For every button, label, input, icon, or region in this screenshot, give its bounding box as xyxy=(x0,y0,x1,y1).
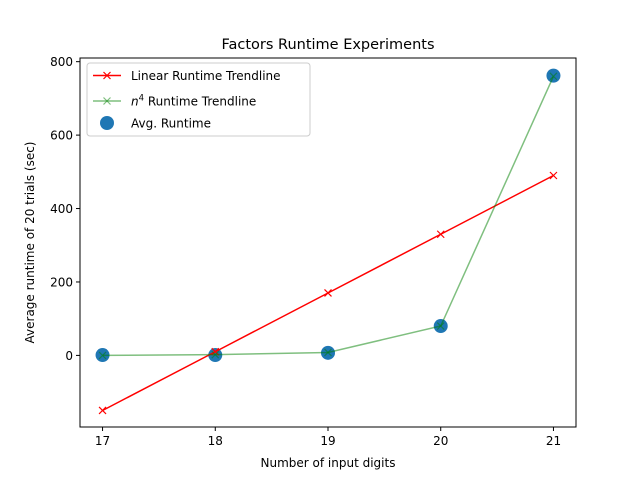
n4-trendline-marker xyxy=(98,351,107,360)
x-axis-label: Number of input digits xyxy=(261,456,396,470)
chart-title: Factors Runtime Experiments xyxy=(221,37,434,53)
x-tick-label: 18 xyxy=(208,434,223,448)
legend-linear-label: Linear Runtime Trendline xyxy=(131,69,281,83)
y-tick-label: 400 xyxy=(50,202,73,216)
x-tick-label: 20 xyxy=(433,434,448,448)
linear-trendline-marker xyxy=(549,171,558,180)
y-tick-label: 0 xyxy=(65,349,73,363)
legend-n4-marker xyxy=(103,97,111,105)
legend-avg-label: Avg. Runtime xyxy=(131,117,211,131)
linear-trendline-marker xyxy=(436,230,445,239)
linear-trendline-marker xyxy=(98,406,107,415)
legend-avg-marker xyxy=(100,116,114,130)
linear-trendline-marker xyxy=(324,289,332,297)
n4-trendline-marker xyxy=(436,322,445,330)
legend-linear-marker xyxy=(103,71,111,80)
plot-area xyxy=(95,68,561,415)
x-tick-label: 17 xyxy=(95,434,110,448)
y-axis: 0 200 400 600 800 xyxy=(50,55,80,363)
legend: Linear Runtime Trendline n4 Runtime Trend… xyxy=(86,62,311,137)
x-tick-label: 21 xyxy=(546,434,561,448)
x-axis: 17 18 19 20 21 xyxy=(95,427,561,448)
n4-trendline-marker xyxy=(324,348,332,357)
y-tick-label: 200 xyxy=(50,275,73,289)
y-tick-label: 800 xyxy=(50,55,73,69)
y-axis-label: Average runtime of 20 trials (sec) xyxy=(23,142,37,344)
n4-trendline-marker xyxy=(549,72,558,81)
legend-box xyxy=(86,62,311,137)
n4-trendline-marker xyxy=(211,350,220,359)
y-tick-label: 600 xyxy=(50,129,73,143)
legend-n4-label: n4 Runtime Trendline xyxy=(131,94,256,109)
x-tick-label: 19 xyxy=(320,434,335,448)
